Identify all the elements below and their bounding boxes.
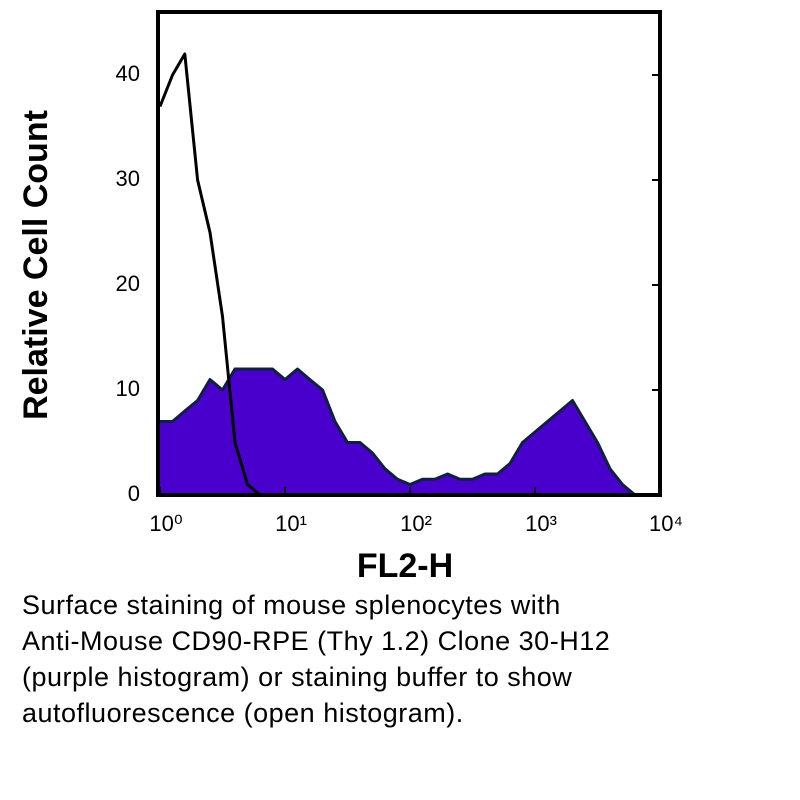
- caption-line: autofluorescence (open histogram).: [22, 698, 464, 728]
- plot-area: [158, 52, 660, 497]
- x-tick-label: 10⁴: [649, 511, 683, 536]
- x-axis-label: FL2-H: [357, 547, 453, 585]
- caption-line: (purple histogram) or staining buffer to…: [22, 662, 572, 692]
- x-tick-label: 10¹: [275, 511, 307, 536]
- x-tick-label: 10²: [400, 511, 432, 536]
- x-tick-label: 10⁰: [149, 511, 182, 536]
- histogram-fill: [160, 369, 660, 495]
- y-tick-label: 20: [116, 271, 140, 296]
- caption-line: Surface staining of mouse splenocytes wi…: [22, 590, 561, 620]
- y-axis-label: Relative Cell Count: [17, 110, 55, 420]
- y-tick-label: 30: [116, 166, 140, 191]
- caption-line: Anti-Mouse CD90-RPE (Thy 1.2) Clone 30-H…: [22, 626, 610, 656]
- x-tick-label: 10³: [525, 511, 557, 536]
- y-tick-label: 0: [128, 481, 140, 506]
- y-tick-label: 10: [116, 376, 140, 401]
- histogram-outline: [160, 367, 660, 497]
- y-tick-label: 40: [116, 61, 140, 86]
